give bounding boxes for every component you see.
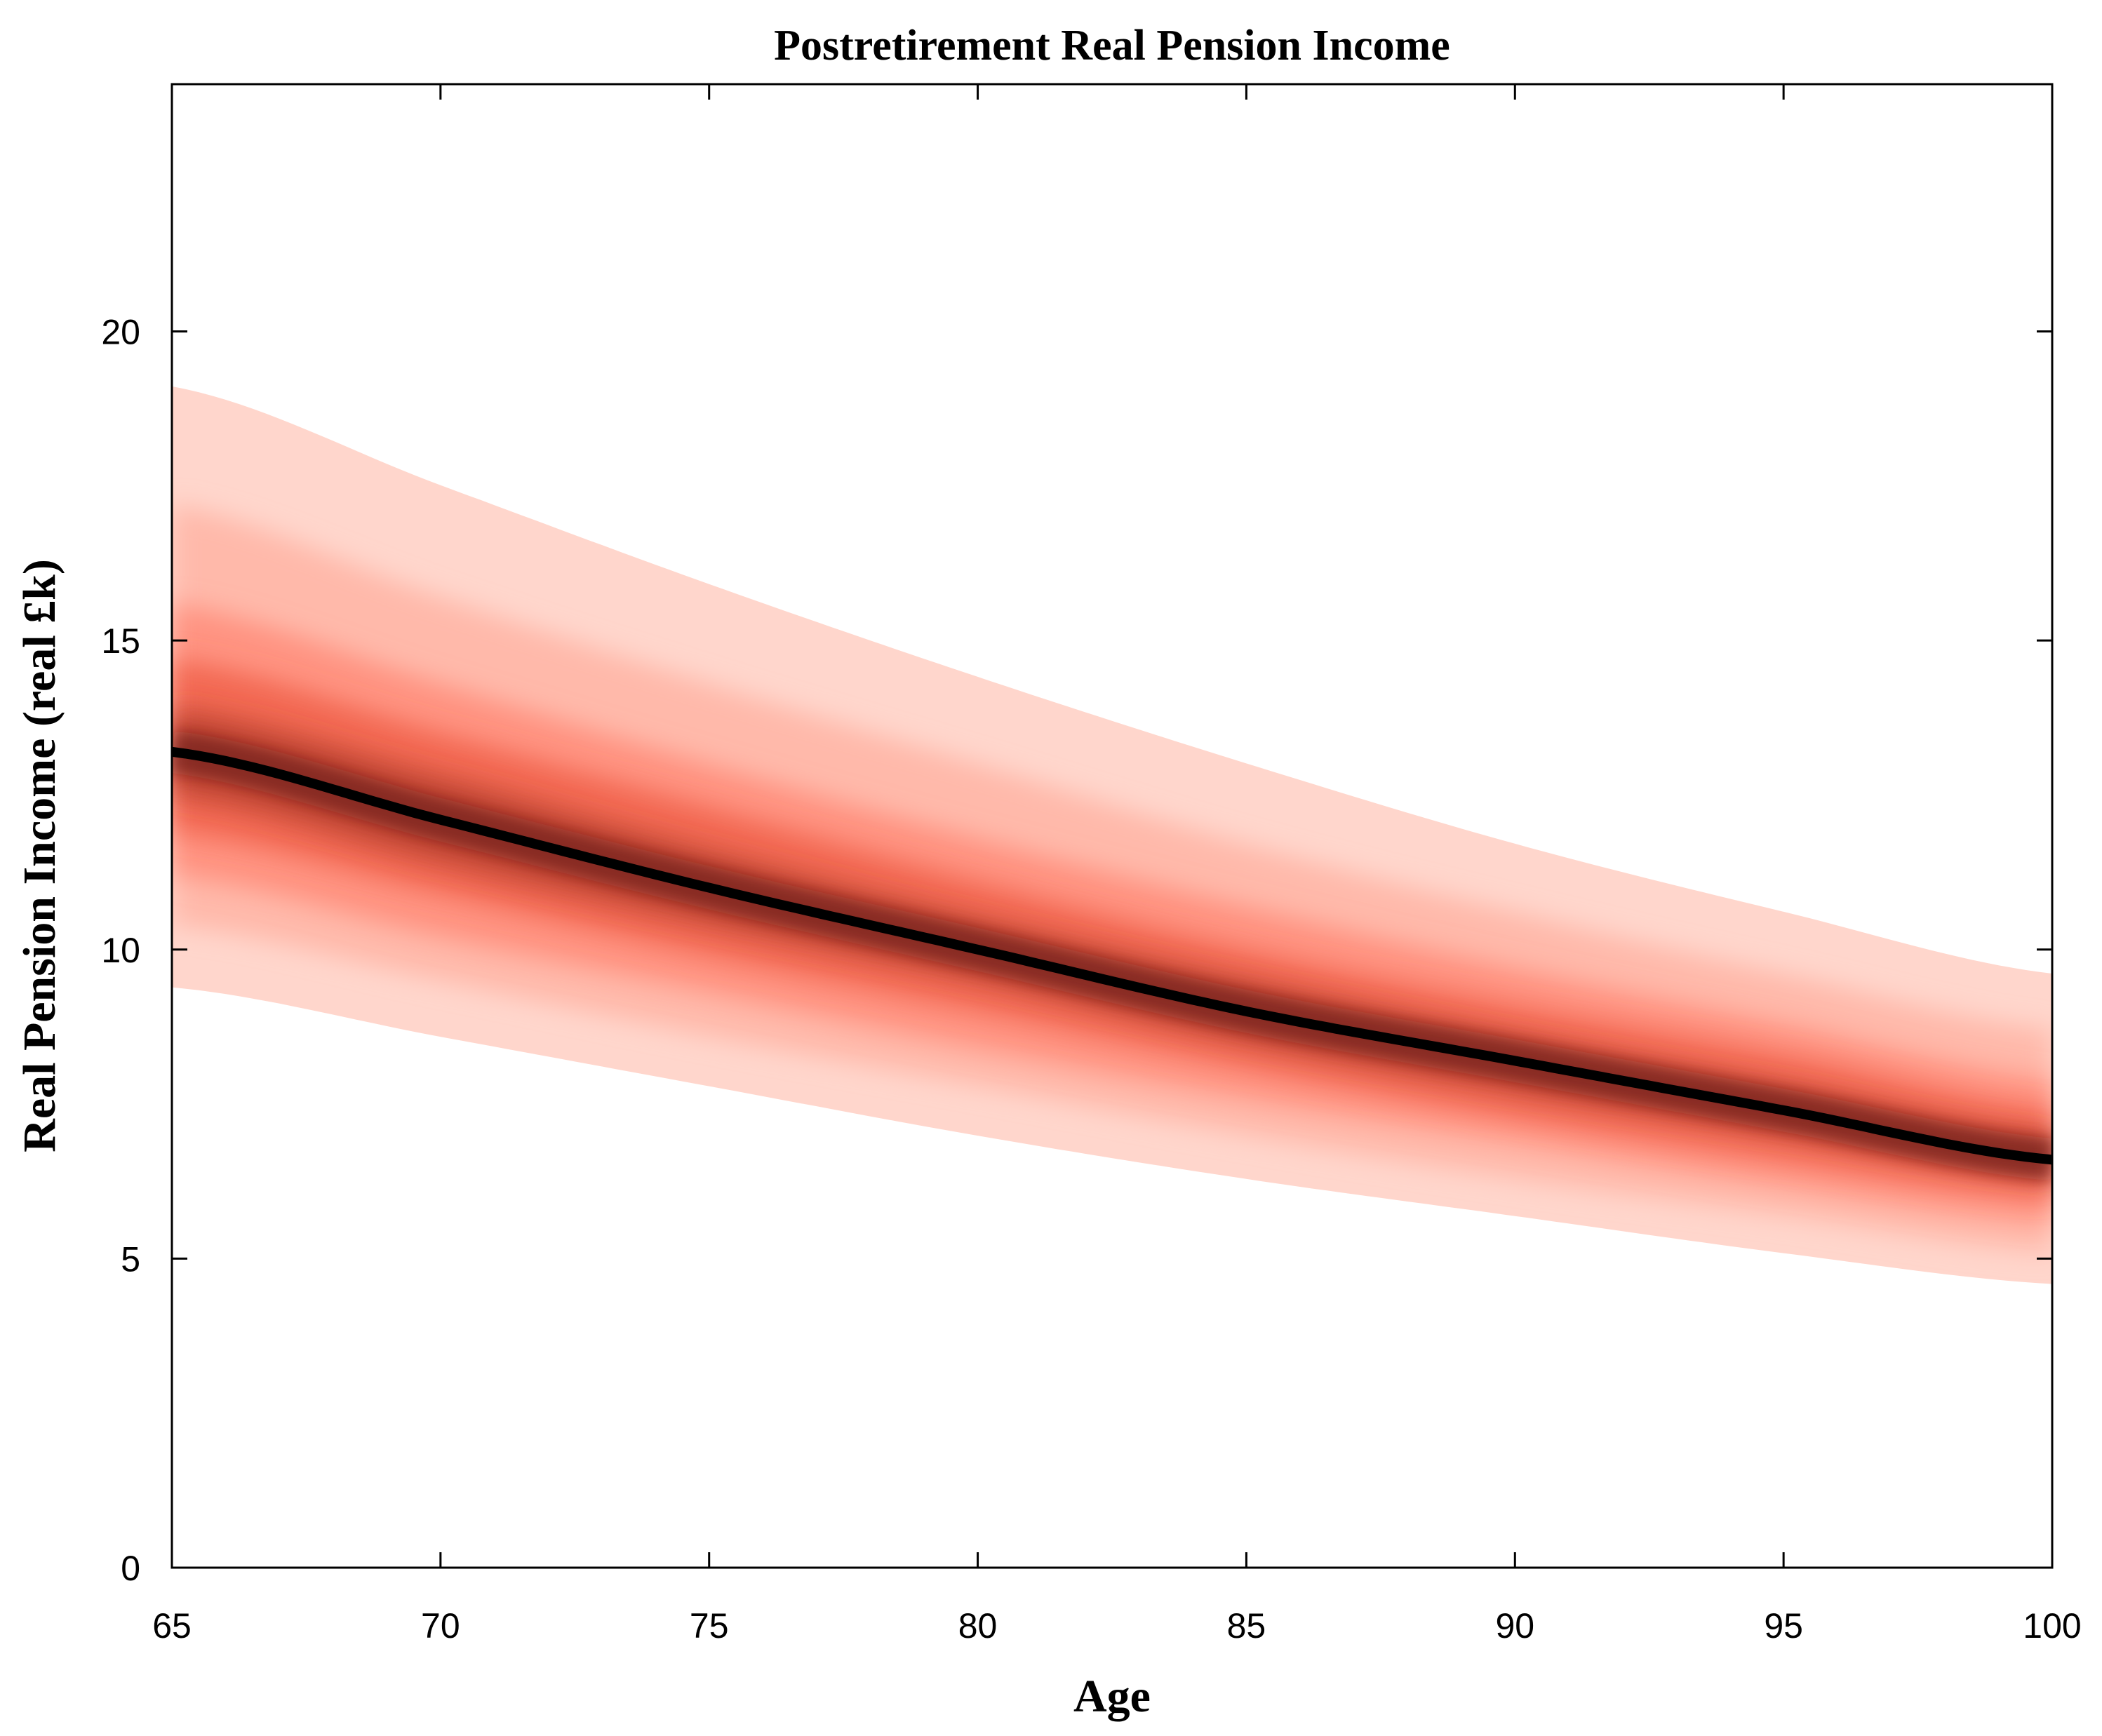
y-tick-label-15: 15 <box>101 621 140 661</box>
y-tick-label-5: 5 <box>121 1239 140 1279</box>
x-tick-label-100: 100 <box>2023 1606 2081 1646</box>
y-axis-label: Real Pension Income (real £k) <box>14 559 65 1152</box>
median-series <box>172 731 2052 1181</box>
chart-title: Postretirement Real Pension Income <box>774 22 1450 69</box>
x-tick-label-75: 75 <box>690 1606 729 1646</box>
y-axis: 0 5 10 15 20 <box>101 313 2052 1588</box>
x-tick-label-90: 90 <box>1495 1606 1534 1646</box>
y-tick-label-0: 0 <box>121 1549 140 1588</box>
band-outline <box>172 386 2052 1284</box>
x-tick-label-70: 70 <box>421 1606 460 1646</box>
y-tick-label-10: 10 <box>101 931 140 970</box>
plot-frame <box>170 83 2054 1569</box>
x-tick-label-85: 85 <box>1227 1606 1266 1646</box>
y-tick-label-20: 20 <box>101 313 140 352</box>
median-line <box>172 746 2052 1165</box>
x-tick-label-80: 80 <box>958 1606 998 1646</box>
x-tick-label-95: 95 <box>1764 1606 1803 1646</box>
x-tick-label-65: 65 <box>152 1606 192 1646</box>
x-axis: 65 70 75 80 85 90 95 100 <box>152 84 2082 1646</box>
x-axis-label: Age <box>1073 1671 1151 1722</box>
